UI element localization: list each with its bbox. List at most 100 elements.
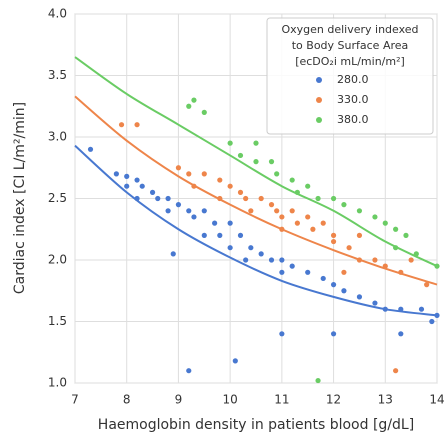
scatter-point [294,220,300,226]
x-tick-label: 9 [175,393,183,407]
scatter-point [274,208,280,214]
scatter-point [393,226,399,232]
scatter-point [253,159,259,165]
scatter-point [186,208,192,214]
legend-marker [316,117,322,123]
scatter-point [201,232,207,238]
scatter-point [346,245,352,251]
scatter-point [186,103,192,109]
scatter-point [403,232,409,238]
scatter-point [237,232,244,238]
scatter-point [320,275,326,282]
scatter-point [134,122,140,128]
legend-title: to Body Surface Area [292,39,409,52]
x-axis-label: Haemoglobin density in patients blood [g… [98,417,414,433]
scatter-point [87,146,94,152]
legend-marker [316,77,322,83]
scatter-point [113,171,119,177]
x-tick-label: 11 [274,393,289,407]
scatter-point [305,214,311,220]
scatter-point [170,251,176,257]
x-tick-label: 7 [71,393,79,407]
scatter-point [165,195,171,202]
scatter-point [408,257,414,263]
scatter-point [393,368,399,374]
scatter-point [305,269,311,275]
scatter-point [429,318,435,325]
y-tick-label: 4.0 [48,7,67,21]
scatter-point [165,208,171,214]
scatter-point [232,358,238,364]
scatter-point [175,202,182,208]
scatter-point [279,214,285,220]
legend-box [266,17,434,135]
x-tick-label: 8 [123,393,131,407]
scatter-point [124,183,130,189]
scatter-point [274,171,280,177]
scatter-point [227,140,233,146]
y-tick-label: 1.0 [48,376,67,390]
scatter-point [330,232,337,238]
scatter-point [310,226,316,232]
scatter-point [124,173,130,179]
scatter-point [253,140,259,146]
scatter-point [237,189,244,195]
scatter-point [201,109,207,115]
scatter-point [268,159,275,165]
scatter-point [268,257,275,263]
scatter-point [279,269,285,275]
scatter-point [258,195,264,202]
scatter-point [330,282,337,288]
scatter-point [201,171,207,177]
scatter-point [341,202,347,208]
y-tick-label: 2.5 [48,191,67,205]
scatter-point [330,238,337,245]
scatter-point [186,171,192,177]
scatter-point [341,288,347,294]
scatter-point [320,220,326,226]
scatter-point [217,177,223,183]
scatter-point [305,183,311,189]
y-axis-label: Cardiac index [CI L/m²/min] [12,102,28,294]
legend-label: 330.0 [337,93,369,106]
scatter-point [372,300,378,306]
scatter-point [227,245,233,251]
scatter-point [418,306,425,312]
scatter-point [248,208,254,214]
y-tick-label: 3.5 [48,68,67,82]
scatter-point [134,177,140,183]
scatter-point [139,183,145,189]
scatter-point [248,245,254,251]
scatter-point [186,368,192,374]
y-tick-label: 1.5 [48,314,67,328]
legend-title: Oxygen delivery indexed [281,23,418,36]
scatter-point [279,331,285,337]
scatter-point [243,195,249,202]
scatter-point [341,269,347,275]
x-tick-label: 10 [223,393,238,407]
fit-curve [74,95,438,286]
scatter-point [356,294,363,300]
x-tick-label: 14 [429,393,444,407]
fit-curve [74,144,438,317]
scatter-point [315,377,321,384]
scatter-point [330,195,337,202]
scatter-point [155,195,161,202]
scatter-point [372,257,378,263]
fit-curve [74,56,438,268]
scatter-point [191,214,197,220]
scatter-point [315,195,321,202]
scatter-point [191,97,197,103]
scatter-point [330,331,337,337]
scatter-point [268,202,275,208]
scatter-point [237,152,244,159]
scatter-point [258,251,264,257]
scatter-point [289,263,295,269]
legend-title: [ecDO₂i mL/min/m²] [295,55,405,68]
scatter-point [279,257,285,263]
y-tick-label: 3.0 [48,130,67,144]
scatter-point [424,282,430,288]
scatter-point [227,220,233,226]
